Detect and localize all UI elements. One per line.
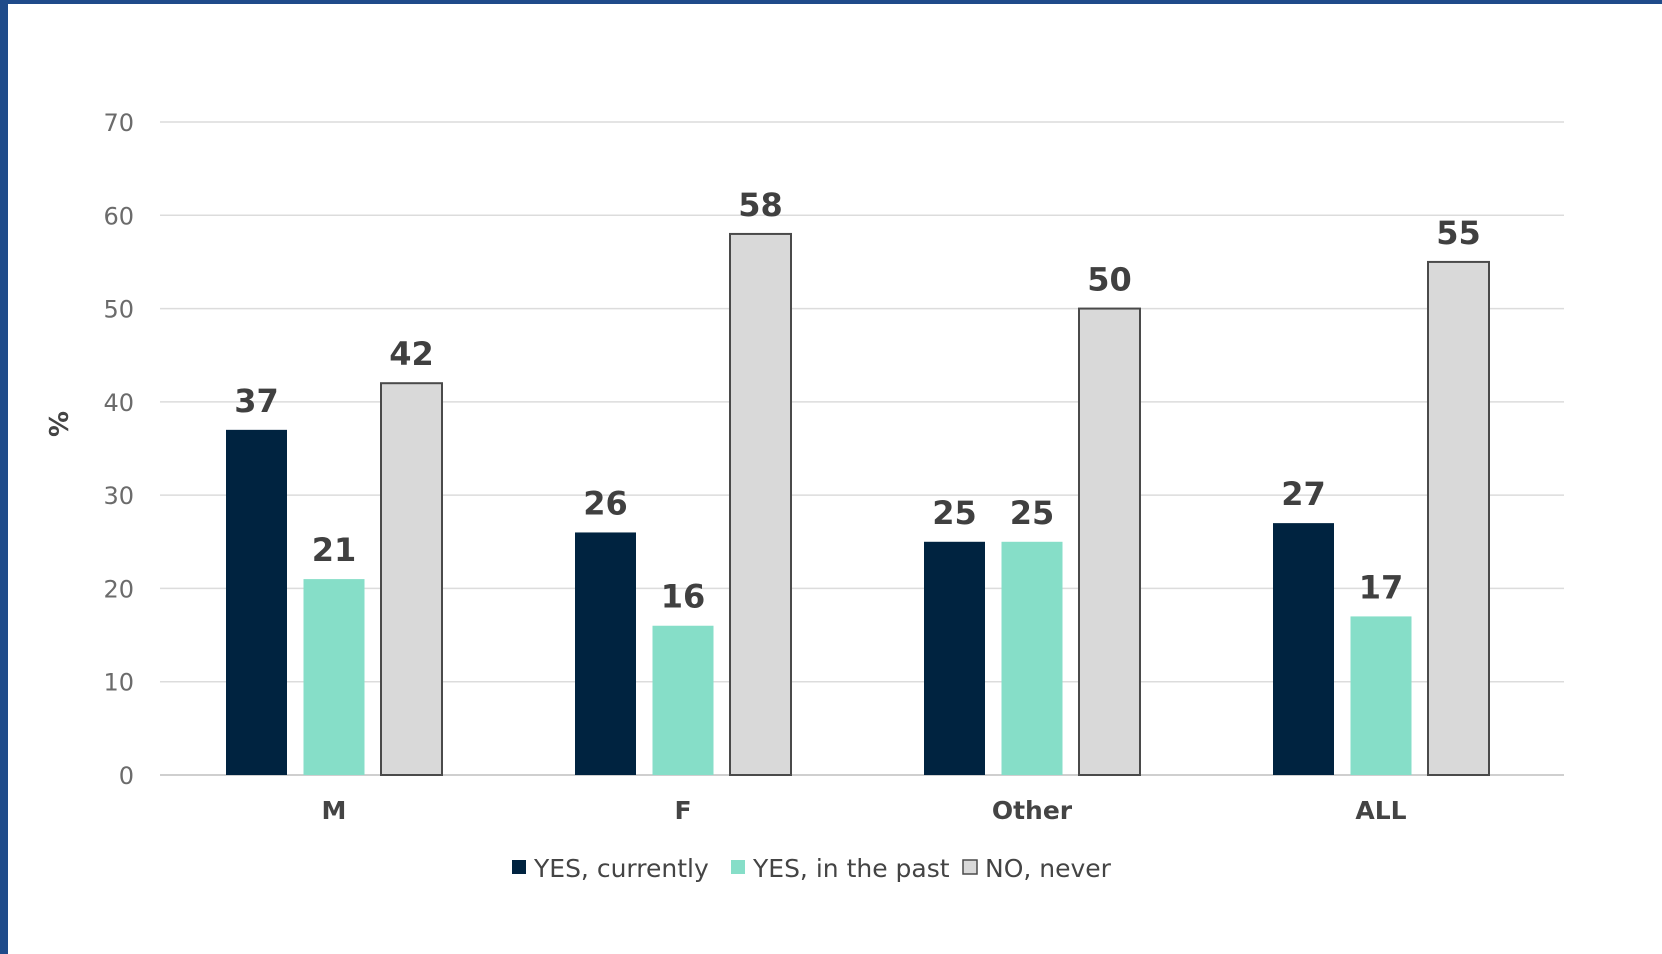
legend: YES, currently YES, in the past NO, never [512, 854, 1112, 883]
legend-item-3: NO, never [962, 854, 1112, 883]
bar-f-series-2 [652, 625, 714, 775]
data-label: 42 [389, 335, 434, 373]
bars [226, 232, 1490, 776]
legend-label: NO, never [985, 854, 1112, 883]
legend-label: YES, currently [533, 854, 709, 883]
legend-item-2: YES, in the past [731, 854, 950, 883]
bar-all-series-1 [1273, 523, 1334, 775]
bar-all-series-2 [1350, 616, 1412, 775]
data-label: 25 [932, 494, 977, 532]
legend-swatch [962, 859, 978, 875]
y-tick-label: 0 [119, 762, 134, 790]
bar-m-series-1 [226, 429, 287, 775]
data-label: 21 [312, 531, 357, 569]
bar-f-series-1 [575, 532, 636, 775]
data-labels: 37 21 42 26 16 58 25 25 50 27 17 55 [234, 186, 1481, 616]
data-label: 25 [1010, 494, 1055, 532]
y-tick-label: 20 [103, 575, 134, 603]
bar-all-series-3 [1427, 260, 1490, 776]
data-label: 16 [661, 578, 706, 616]
data-label: 50 [1087, 261, 1132, 299]
y-axis-label: % [45, 411, 75, 437]
data-label: 37 [234, 382, 279, 420]
data-label: 27 [1281, 475, 1326, 513]
category-label-all: ALL [1355, 796, 1406, 825]
chart-frame: 0 10 20 30 40 50 60 70 % 37 21 42 26 16 58 25 25 50 27 17… [8, 4, 1662, 954]
bar-other-series-2 [1001, 541, 1063, 775]
data-label: 58 [738, 186, 783, 224]
y-tick-label: 50 [103, 296, 134, 324]
data-label: 26 [583, 484, 628, 522]
data-label: 17 [1359, 568, 1404, 606]
y-tick-label: 30 [103, 482, 134, 510]
category-labels: M F Other ALL [322, 796, 1407, 825]
bar-f-series-3 [729, 232, 792, 776]
bar-chart: 0 10 20 30 40 50 60 70 % 37 21 42 26 16 58 25 25 50 27 17… [45, 109, 1564, 883]
category-label-f: F [674, 796, 691, 825]
y-tick-label: 10 [103, 669, 134, 697]
bar-m-series-2 [303, 579, 365, 775]
y-tick-label: 60 [103, 202, 134, 230]
data-label: 55 [1436, 214, 1481, 252]
y-tick-label: 70 [103, 109, 134, 137]
y-tick-label: 40 [103, 389, 134, 417]
legend-swatch [731, 860, 745, 874]
legend-item-1: YES, currently [512, 854, 709, 883]
category-label-other: Other [992, 796, 1073, 825]
legend-swatch [512, 860, 526, 874]
y-axis-ticks: 0 10 20 30 40 50 60 70 [103, 109, 134, 790]
category-label-m: M [322, 796, 347, 825]
bar-m-series-3 [380, 382, 443, 776]
bar-other-series-1 [924, 541, 985, 775]
bar-other-series-3 [1078, 307, 1141, 776]
legend-label: YES, in the past [752, 854, 950, 883]
